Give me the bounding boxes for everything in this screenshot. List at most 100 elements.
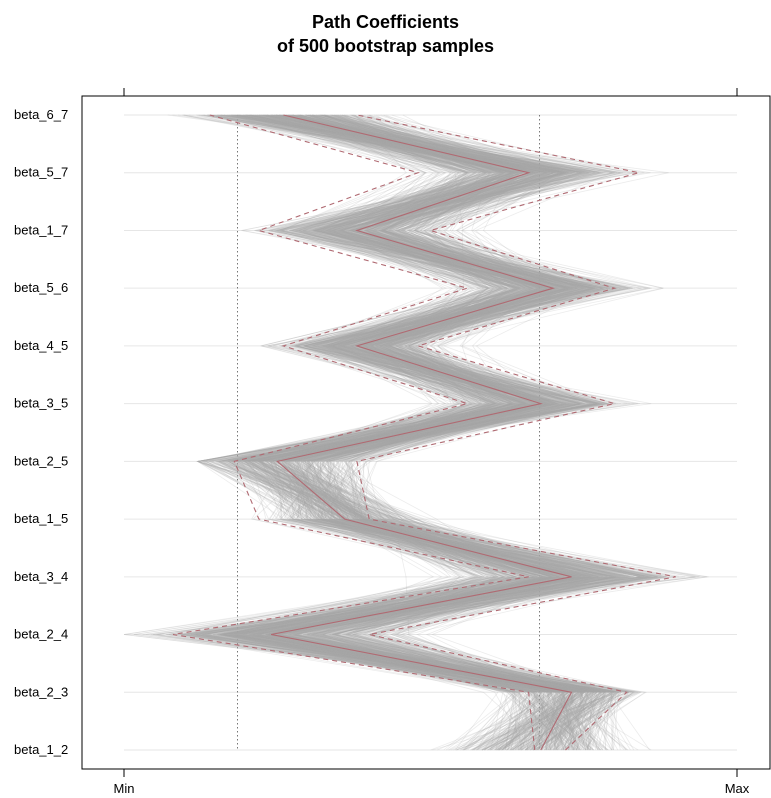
bootstrap-sample-line — [233, 114, 603, 751]
bootstrap-sample-line — [215, 114, 641, 751]
bootstrap-sample-line — [261, 114, 596, 751]
bootstrap-sample-line — [265, 114, 603, 751]
bootstrap-sample-line — [229, 114, 610, 751]
bootstrap-sample-line — [212, 114, 612, 751]
axis-label-beta_3_4: beta_3_4 — [14, 569, 68, 584]
bootstrap-sample-line — [189, 114, 566, 751]
bootstrap-sample-line — [227, 114, 603, 751]
bootstrap-sample-line — [211, 114, 630, 751]
bootstrap-sample-line — [262, 114, 645, 751]
axis-label-beta_1_7: beta_1_7 — [14, 222, 68, 237]
bootstrap-sample-line — [213, 114, 619, 751]
bootstrap-sample-line — [267, 114, 618, 751]
bootstrap-sample-line — [207, 114, 618, 751]
reference-lines — [237, 115, 541, 750]
bootstrap-sample-line — [321, 114, 576, 751]
bootstrap-sample-line — [242, 114, 594, 751]
bootstrap-sample-line — [259, 114, 594, 751]
bootstrap-sample-line — [257, 114, 644, 751]
bootstrap-sample-line — [206, 114, 602, 751]
bootstrap-sample-line — [233, 114, 614, 751]
bootstrap-sample-line — [252, 114, 586, 751]
bootstrap-sample-line — [225, 114, 598, 751]
bootstrap-sample-line — [268, 114, 615, 751]
bootstrap-sample-line — [214, 114, 631, 751]
bootstrap-sample-line — [255, 114, 608, 751]
bootstrap-sample-line — [196, 114, 598, 751]
bootstrap-sample-line — [222, 114, 601, 751]
bootstrap-sample-line — [265, 114, 575, 751]
bootstrap-sample-line — [200, 114, 576, 751]
bootstrap-sample-line — [237, 114, 597, 751]
bootstrap-sample-line — [269, 114, 629, 751]
bootstrap-sample-line — [289, 114, 641, 751]
bootstrap-sample-line — [247, 114, 594, 751]
bootstrap-sample-line — [196, 114, 630, 751]
bootstrap-sample-line — [269, 114, 577, 751]
bootstrap-sample-line — [235, 114, 588, 751]
bootstrap-sample-line — [253, 114, 572, 751]
bootstrap-sample-line — [238, 114, 662, 751]
axis-label-beta_2_3: beta_2_3 — [14, 684, 68, 699]
bootstrap-sample-line — [223, 114, 648, 751]
bootstrap-sample-line — [269, 114, 635, 751]
bootstrap-sample-line — [276, 114, 571, 751]
plot-frame — [81, 95, 771, 770]
bootstrap-sample-line — [284, 114, 582, 751]
bootstrap-sample-line — [241, 114, 604, 751]
bootstrap-sample-line — [235, 114, 616, 751]
bootstrap-sample-line — [297, 114, 617, 751]
bootstrap-sample-line — [280, 114, 598, 751]
bootstrap-sample-line — [183, 114, 592, 751]
bootstrap-sample-line — [242, 114, 605, 751]
bootstrap-sample-line — [264, 114, 574, 751]
bootstrap-sample-line — [290, 114, 643, 751]
bootstrap-sample-line — [191, 114, 608, 751]
bootstrap-sample-line — [205, 114, 558, 751]
bootstrap-sample-line — [244, 114, 599, 751]
bootstrap-sample-line — [231, 114, 613, 751]
bootstrap-sample-line — [222, 114, 629, 751]
bootstrap-sample-line — [244, 114, 590, 751]
bootstrap-sample-line — [195, 114, 581, 751]
bootstrap-sample-line — [237, 114, 640, 751]
bootstrap-sample-line — [277, 114, 588, 751]
grid-lines — [124, 114, 737, 751]
bootstrap-sample-line — [249, 114, 645, 751]
bootstrap-sample-line — [205, 114, 616, 751]
bootstrap-sample-line — [272, 114, 659, 751]
bootstrap-sample-line — [241, 114, 650, 751]
bootstrap-sample-line — [250, 114, 579, 751]
bootstrap-sample-line — [204, 114, 570, 751]
bootstrap-sample-line — [247, 114, 558, 751]
bootstrap-sample-line — [184, 114, 661, 751]
bootstrap-sample-line — [246, 114, 588, 751]
bootstrap-sample-line — [189, 114, 620, 751]
bootstrap-sample-line — [235, 114, 639, 751]
bootstrap-sample-line — [166, 114, 614, 751]
bootstrap-sample-line — [273, 114, 587, 751]
bootstrap-sample-line — [226, 114, 653, 751]
bootstrap-sample-line — [210, 114, 658, 751]
bootstrap-sample-line — [213, 114, 597, 751]
bootstrap-sample-line — [252, 114, 574, 751]
bootstrap-sample-line — [226, 114, 599, 751]
bootstrap-sample-line — [196, 114, 626, 751]
bootstrap-sample-line — [265, 114, 625, 751]
bootstrap-sample-line — [274, 114, 634, 751]
bootstrap-sample-line — [235, 114, 627, 751]
bootstrap-sample-line — [244, 114, 608, 751]
bootstrap-sample-line — [230, 114, 591, 751]
bootstrap-sample-line — [218, 114, 559, 751]
bootstrap-sample-line — [247, 114, 621, 751]
bootstrap-sample-line — [233, 114, 555, 751]
bootstrap-sample-line — [206, 114, 588, 751]
bootstrap-sample-line — [150, 114, 602, 751]
bootstrap-sample-line — [239, 114, 630, 751]
bootstrap-sample-line — [292, 114, 609, 751]
bootstrap-sample-line — [156, 114, 603, 751]
summary-series — [172, 114, 676, 751]
bootstrap-sample-line — [259, 114, 609, 751]
x-ticks: Min Max — [114, 88, 750, 796]
bootstrap-sample-line — [237, 114, 569, 751]
